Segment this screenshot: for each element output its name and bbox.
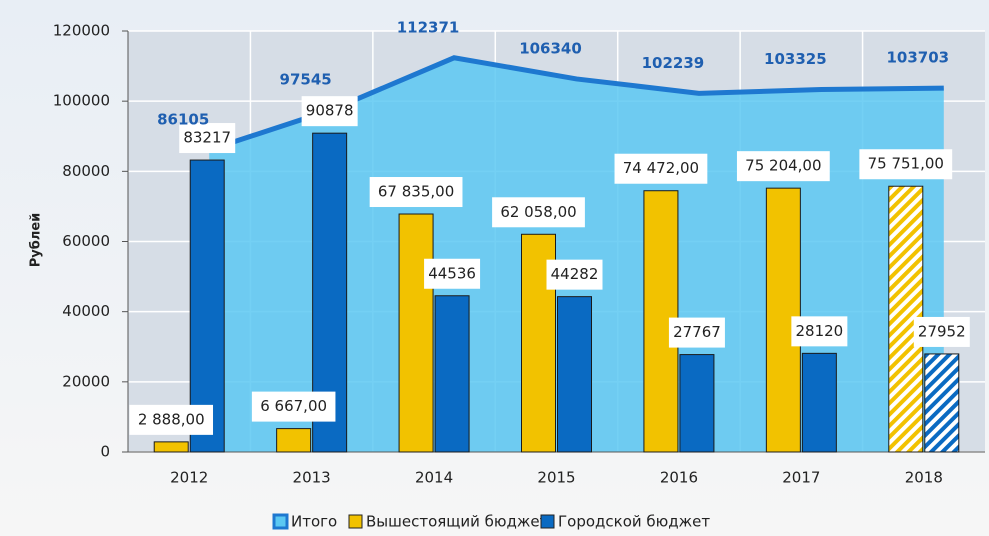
x-tick-label: 2017 xyxy=(782,469,820,487)
y-tick-label: 20000 xyxy=(62,372,110,390)
total-label: 103703 xyxy=(886,49,949,67)
y-tick-label: 0 xyxy=(100,443,110,461)
total-label: 97545 xyxy=(280,70,332,88)
x-tick-label: 2012 xyxy=(170,469,208,487)
page: {"chart_data": {"type": "bar", "y_label"… xyxy=(0,0,989,536)
y-tick-label: 120000 xyxy=(53,22,110,40)
data-label: 6 667,00 xyxy=(260,397,327,415)
data-label: 83217 xyxy=(183,129,231,147)
data-label: 27952 xyxy=(918,322,966,340)
bar xyxy=(558,297,592,452)
legend-label: Итого xyxy=(291,513,337,531)
y-axis-label: Рублей xyxy=(29,213,44,268)
y-tick-label: 80000 xyxy=(62,162,110,180)
bar xyxy=(399,214,433,452)
legend-swatch xyxy=(274,515,287,528)
data-label: 44282 xyxy=(551,265,599,283)
data-label: 67 835,00 xyxy=(378,183,454,201)
data-label: 75 204,00 xyxy=(745,157,821,175)
x-tick-label: 2014 xyxy=(415,469,453,487)
total-label: 86105 xyxy=(157,110,209,128)
data-label: 75 751,00 xyxy=(868,155,944,173)
legend-swatch xyxy=(541,515,554,528)
x-tick-label: 2015 xyxy=(537,469,575,487)
legend-label: Вышестоящий бюджет xyxy=(366,513,549,531)
data-label: 74 472,00 xyxy=(623,159,699,177)
bar xyxy=(925,354,959,452)
x-tick-label: 2016 xyxy=(660,469,698,487)
total-label: 102239 xyxy=(642,54,705,72)
bar xyxy=(154,442,188,452)
bar xyxy=(277,429,311,452)
bar xyxy=(802,353,836,452)
data-label: 28120 xyxy=(795,322,843,340)
legend-swatch xyxy=(349,515,362,528)
data-label: 62 058,00 xyxy=(500,203,576,221)
y-tick-label: 100000 xyxy=(53,92,110,110)
chart: Рублей 0 20000 40000 60000 80000 100000 120000… xyxy=(0,0,989,536)
y-tick-label: 60000 xyxy=(62,232,110,250)
total-label: 106340 xyxy=(519,39,582,57)
total-label: 103325 xyxy=(764,50,827,68)
data-label: 90878 xyxy=(306,102,354,120)
data-label: 44536 xyxy=(428,264,476,282)
legend-label: Городской бюджет xyxy=(558,513,710,531)
data-label: 27767 xyxy=(673,323,721,341)
total-label: 112371 xyxy=(397,18,460,36)
data-label: 2 888,00 xyxy=(138,410,205,428)
x-tick-label: 2018 xyxy=(905,469,943,487)
y-tick-label: 40000 xyxy=(62,302,110,320)
x-tick-label: 2013 xyxy=(293,469,331,487)
bar xyxy=(680,355,714,452)
bar xyxy=(435,296,469,452)
